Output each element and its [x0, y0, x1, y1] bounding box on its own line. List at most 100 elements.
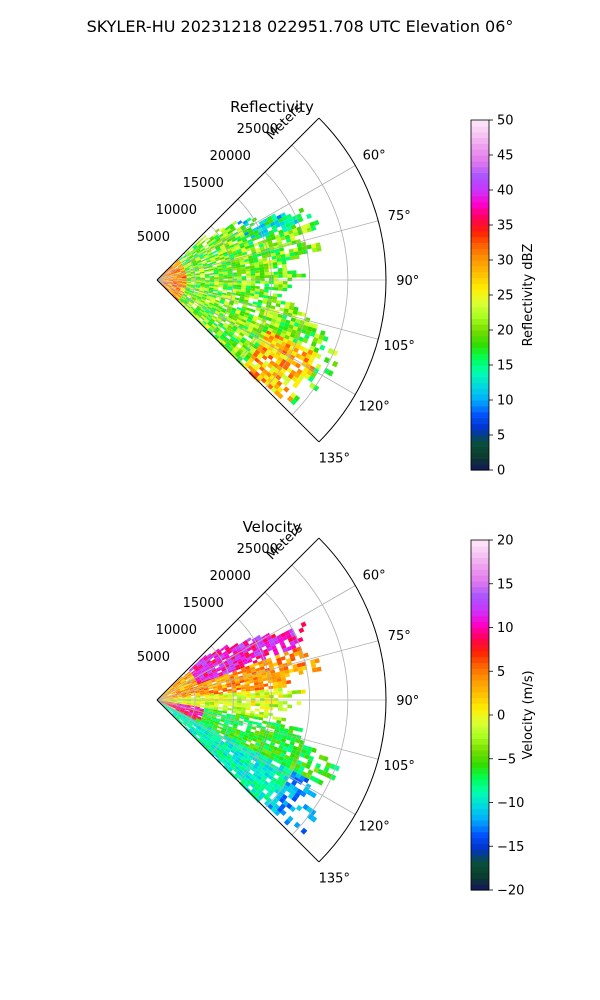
radar-gate — [221, 340, 227, 346]
radar-gate — [232, 252, 238, 256]
radar-gate — [163, 700, 169, 701]
radar-gate — [233, 751, 240, 757]
radar-gate — [241, 707, 246, 711]
radar-gate — [296, 339, 303, 346]
radar-gate — [240, 741, 246, 746]
radar-gate — [226, 291, 232, 295]
radar-gate — [210, 676, 215, 680]
radar-gate — [222, 230, 228, 236]
radar-gate — [273, 639, 280, 645]
radar-gate — [297, 216, 304, 223]
radar-gate — [259, 291, 264, 295]
radar-gate — [270, 305, 276, 310]
radar-gate — [171, 705, 177, 708]
radar-gate — [243, 660, 249, 665]
radar-gate — [163, 278, 169, 280]
azimuth-line — [156, 279, 356, 395]
radar-gate — [169, 289, 174, 294]
radar-gate — [177, 294, 182, 298]
radar-gate — [323, 367, 330, 375]
radar-gate — [179, 291, 184, 294]
radar-gate — [278, 694, 283, 698]
radar-gate — [199, 246, 205, 251]
radar-gate — [314, 333, 320, 339]
radar-gate — [225, 328, 231, 334]
radar-gate — [182, 280, 187, 282]
radar-gate — [168, 701, 173, 703]
polar-grid — [156, 144, 386, 416]
radar-gate — [208, 290, 214, 293]
radar-gate — [195, 285, 201, 288]
radar-gate — [292, 647, 298, 654]
radar-gate — [183, 685, 189, 689]
radar-gate — [299, 345, 305, 352]
radar-gate — [329, 774, 337, 781]
radar-gate — [300, 371, 307, 378]
radar-gate — [253, 296, 259, 300]
radar-gate — [235, 680, 241, 685]
radar-gate — [166, 690, 171, 694]
radar-gate — [196, 297, 202, 300]
radar-gate — [269, 780, 276, 786]
radar-gate — [272, 682, 278, 686]
radar-gate — [279, 232, 285, 238]
radar-gate — [263, 712, 269, 716]
radar-gate — [261, 783, 268, 789]
radar-gate — [206, 315, 212, 320]
radar-gate — [275, 723, 281, 728]
radar-gate — [235, 321, 241, 326]
radar-gate — [163, 281, 169, 283]
colorbar-segment — [471, 545, 489, 553]
radar-gate — [281, 358, 288, 365]
radar-gate — [162, 272, 166, 276]
radar-gate — [246, 280, 251, 284]
radar-gate — [288, 324, 294, 330]
radar-gate — [219, 244, 225, 249]
radar-gate — [196, 260, 202, 264]
radar-gate — [173, 685, 178, 689]
radar-gate — [260, 223, 266, 228]
radar-gate — [214, 754, 220, 759]
radar-gate — [225, 754, 231, 760]
radar-gate — [245, 354, 251, 360]
radar-gate — [237, 700, 242, 703]
radar-gate — [287, 348, 294, 355]
radar-gate — [191, 716, 197, 720]
radar-gate — [250, 693, 256, 696]
radar-gate — [198, 674, 204, 678]
radar-gate — [265, 349, 272, 355]
radar-gate — [194, 315, 200, 320]
radar-gate — [235, 293, 241, 297]
radar-gate — [301, 748, 307, 755]
radar-gate — [183, 684, 189, 688]
radar-gate — [206, 669, 212, 674]
radar-gate — [214, 701, 219, 704]
radar-gate — [230, 729, 236, 734]
radar-gate — [209, 664, 214, 669]
radar-gate — [285, 222, 291, 228]
radar-gate — [250, 280, 256, 284]
radar-gate — [255, 272, 260, 276]
radar-gate — [260, 331, 267, 337]
radar-gate — [227, 690, 233, 694]
radar-gate — [273, 271, 279, 275]
radar-gate — [166, 286, 171, 289]
radar-gate — [254, 797, 261, 803]
radar-gate — [185, 268, 190, 272]
radar-gate — [209, 244, 214, 249]
radar-gate — [313, 777, 320, 784]
radar-gate — [267, 346, 274, 352]
radar-gate — [237, 334, 243, 340]
radar-gate — [211, 715, 217, 719]
radar-gate — [202, 734, 207, 739]
radar-gate — [221, 745, 227, 751]
radar-gate — [217, 688, 223, 691]
radar-gate — [277, 637, 284, 643]
radar-gate — [282, 270, 288, 275]
radar-gate — [249, 262, 255, 267]
radar-gate — [223, 284, 228, 287]
radar-gate — [181, 694, 187, 697]
radar-gate — [193, 310, 198, 315]
radar-gate — [234, 664, 240, 669]
radar-gate — [209, 703, 215, 705]
